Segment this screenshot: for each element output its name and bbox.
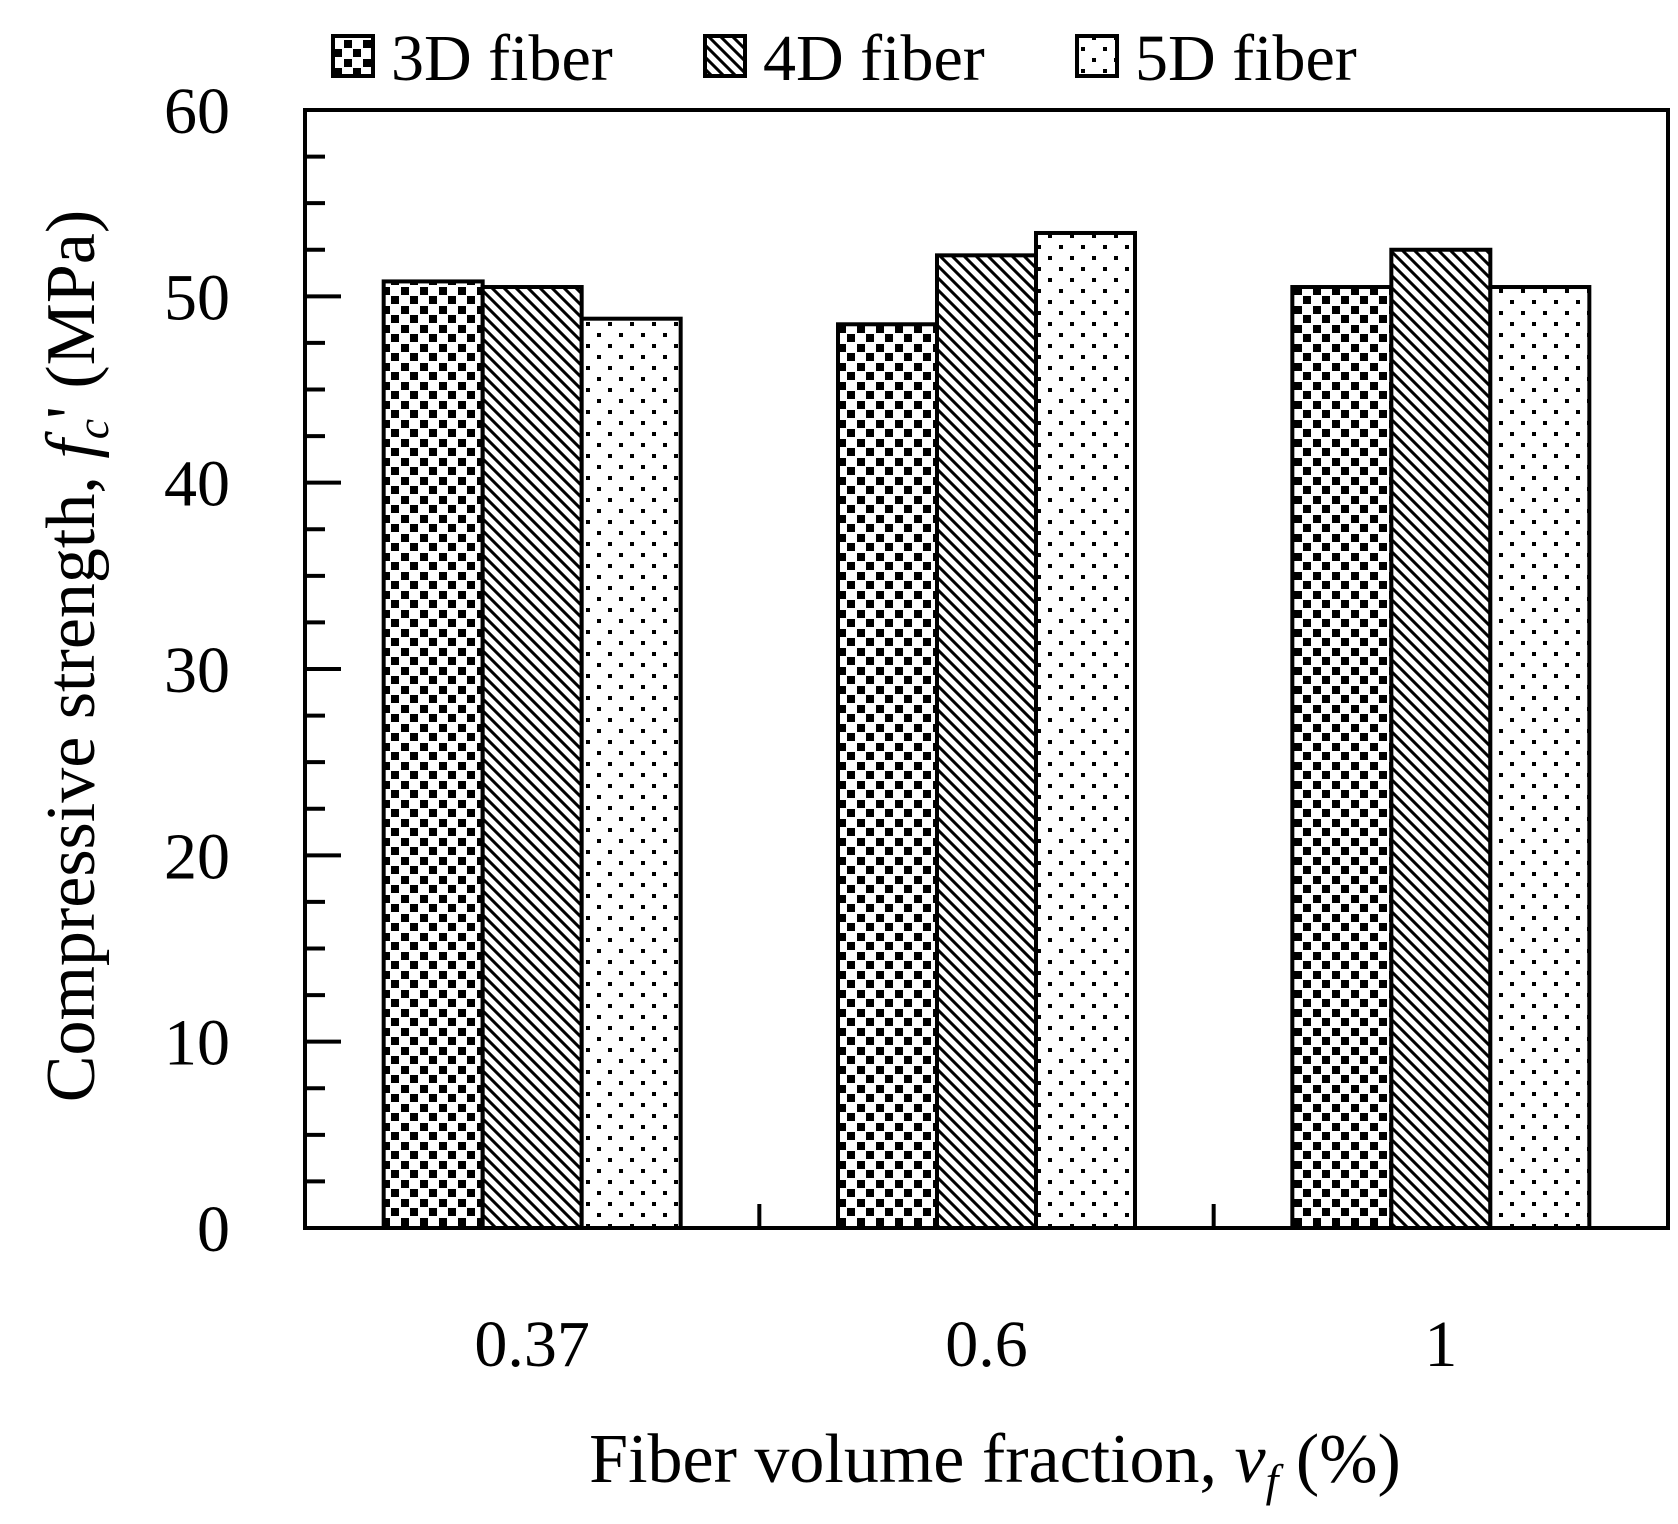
x-tick-label: 1 (1424, 1308, 1457, 1381)
y-tick-label: 30 (164, 634, 230, 707)
legend: 3D fiber 4D fiber 5D fiber (331, 22, 1357, 95)
bar-3d-fiber-1 (1290, 285, 1394, 1230)
bar-4d-fiber-0.6 (935, 253, 1038, 1230)
bar-5d-fiber-0.6 (1034, 230, 1137, 1231)
y-tick-label: 10 (164, 1007, 230, 1080)
bars (381, 230, 1592, 1231)
x-tick-label: 0.6 (945, 1308, 1028, 1381)
bar-5d-fiber-0.37 (579, 316, 683, 1230)
legend-swatch (703, 34, 747, 78)
bar-5d-fiber-1 (1488, 285, 1592, 1230)
bar-3d-fiber-0.6 (836, 322, 939, 1230)
bar-4d-fiber-0.37 (480, 285, 584, 1230)
bar-3d-fiber-0.37 (381, 279, 485, 1230)
y-tick-label: 20 (164, 820, 230, 893)
x-axis-title: Fiber volume fraction, vf (%) (589, 1421, 1401, 1506)
legend-swatch (1075, 34, 1119, 78)
legend-item-5d-fiber: 5D fiber (1075, 22, 1357, 95)
y-tick-label: 50 (164, 261, 230, 334)
x-tick-label: 0.37 (474, 1308, 590, 1381)
y-axis-title: Compressive strength, fc' (MPa) (33, 210, 118, 1102)
y-tick-label: 60 (164, 75, 230, 148)
legend-label: 5D fiber (1135, 22, 1357, 95)
bar-4d-fiber-1 (1389, 247, 1493, 1230)
legend-swatch (331, 34, 375, 78)
legend-label: 4D fiber (763, 22, 985, 95)
legend-item-3d-fiber: 3D fiber (331, 22, 613, 95)
y-tick-label: 40 (164, 448, 230, 521)
legend-item-4d-fiber: 4D fiber (703, 22, 985, 95)
legend-label: 3D fiber (391, 22, 613, 95)
y-tick-label: 0 (197, 1193, 230, 1266)
